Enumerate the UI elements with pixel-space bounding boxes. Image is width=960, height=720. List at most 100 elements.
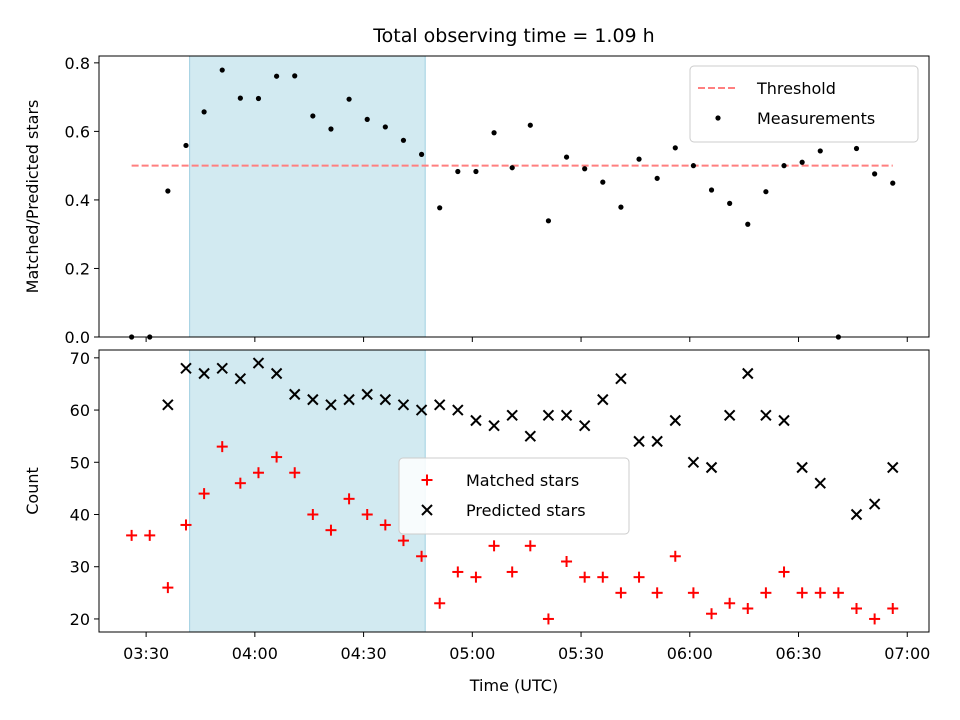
data-point [252,357,265,369]
legend: Matched stars Predicted stars [398,457,630,535]
legend-box [398,457,630,535]
data-point [524,430,537,442]
data-point [292,73,298,79]
data-point [853,145,860,152]
x-tick-label: 07:00 [884,644,930,663]
data-point [561,556,573,567]
data-point-b [289,388,301,401]
data-point [126,529,138,541]
data-point [542,409,555,421]
data-point [379,519,391,531]
data-point [796,461,808,474]
data-point-b [488,420,500,432]
data-point [452,404,464,416]
data-point-b [778,414,790,427]
data-point [579,571,591,583]
data-point-b [379,393,392,406]
data-point [527,122,533,128]
legend-label: Predicted stars [466,501,586,520]
data-point [273,73,280,79]
data-point-b [506,409,518,421]
data-point [560,409,573,421]
data-point [255,95,262,102]
data-point-b [742,367,754,380]
data-point [421,474,433,486]
data-point [545,218,552,224]
data-point [851,603,863,614]
data-point-b [234,373,247,385]
data-point [470,414,482,427]
data-point [817,148,823,154]
data-point [488,540,500,552]
data-point-b [252,357,265,369]
data-point [470,571,482,583]
axes-frame [98,349,930,633]
y-tick-label: 70 [70,349,90,368]
data-point [687,587,699,599]
data-point [636,156,642,162]
data-point [343,393,355,406]
data-point [633,571,645,583]
data-point-b [524,430,537,442]
data-point [745,221,751,227]
data-point [234,373,247,385]
legend-label: Threshold [756,79,836,98]
data-point [724,597,736,609]
series-predicted-stars [162,357,899,521]
data-point-b [814,477,826,489]
data-point-b [651,435,663,448]
data-point [400,137,407,143]
data-point [361,509,373,520]
data-point [433,399,446,411]
legend-label: Matched stars [466,471,579,490]
data-point [379,393,392,406]
data-point [832,587,844,599]
x-tick-label: 06:00 [667,644,713,663]
data-point [216,362,228,374]
data-point [760,587,772,599]
y-axis-label: Matched/Predicted stars [23,100,42,294]
data-point [814,477,826,489]
data-point [778,566,790,578]
data-point [325,524,337,536]
axes-frame [98,55,930,338]
data-point [201,109,207,115]
data-point-b [850,508,863,521]
data-point-b [397,399,410,411]
data-point [850,508,863,521]
data-point [687,456,700,468]
data-point [763,189,769,195]
data-point [887,603,899,614]
data-point [415,404,428,416]
y-tick-label: 0.0 [65,328,90,347]
series-measurements [129,67,896,340]
data-point [618,204,624,210]
data-point [234,477,246,489]
data-point-b [343,393,355,406]
data-point [473,168,479,175]
legend: Threshold Measurements [689,65,919,143]
data-point [509,165,515,171]
data-point [361,388,373,401]
data-point [421,504,433,516]
x-axis-label: Time (UTC) [469,676,558,695]
y-tick-label: 40 [70,506,90,525]
data-point [491,130,497,136]
data-point [437,205,443,211]
ratio-panel: 0.0 0.2 0.4 0.6 0.8 Matched/Predicted stars Th… [23,54,930,347]
data-point-b [868,498,881,510]
y-tick-label: 30 [70,558,90,577]
data-point-b [887,461,899,474]
data-point [307,509,319,520]
data-point-b [470,414,482,427]
data-point [183,142,189,149]
data-point [198,367,210,380]
y-tick-label: 0.6 [65,122,90,141]
count-panel: 20 30 40 50 60 70 03:30 04:00 04:30 05:00 05:30 06:… [23,349,930,663]
data-point [452,566,464,578]
legend-box [689,65,919,143]
data-point-b [216,362,228,374]
data-point [742,367,754,380]
legend-label: Measurements [757,109,875,128]
data-point [271,451,283,463]
